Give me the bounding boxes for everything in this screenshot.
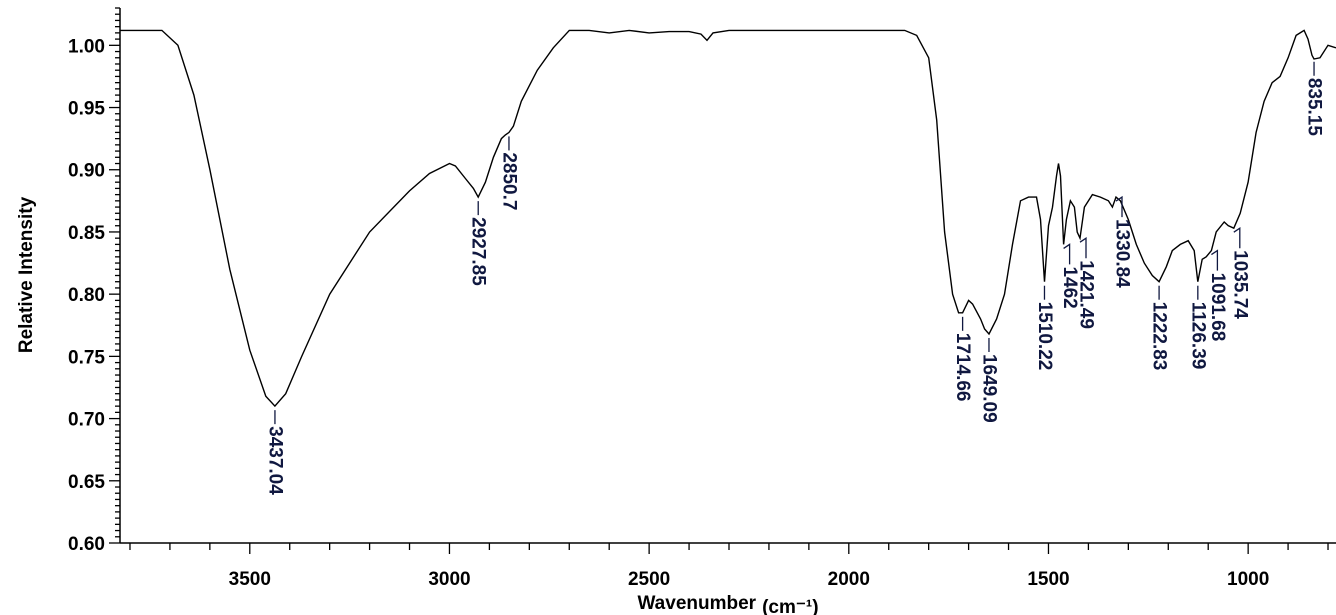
x-tick-label: 1500 xyxy=(1027,569,1069,590)
peak-label-group: 2850.7 xyxy=(498,136,519,210)
peak-label-group: 1222.83 xyxy=(1149,285,1170,371)
x-tick-label: 1000 xyxy=(1227,569,1269,590)
peak-label-group: 3437.04 xyxy=(264,410,285,495)
peak-labels: 3437.04 2927.85 2850.7 1714.66 1649.09 1510.2… xyxy=(264,61,1325,495)
peak-label-group: 1649.09 xyxy=(979,337,1000,423)
peak-label-group: 1330.84 xyxy=(1111,195,1132,288)
x-tick-label: 2500 xyxy=(628,569,670,590)
peak-label: 1126.39 xyxy=(1187,302,1208,370)
y-axis-ticks: 0.60 0.65 0.70 0.75 0.80 0.85 0.90 0.95 1.00 xyxy=(68,7,120,555)
y-tick-label: 0.90 xyxy=(68,161,105,182)
y-tick-label: 0.65 xyxy=(68,472,105,493)
peak-label: 2927.85 xyxy=(468,217,489,286)
peak-label-group: 835.15 xyxy=(1304,61,1325,137)
peak-label: 3437.04 xyxy=(264,426,285,495)
peak-leader xyxy=(1115,195,1123,218)
x-tick-label: 3500 xyxy=(229,569,271,590)
peak-label: 1714.66 xyxy=(952,333,973,402)
y-axis-title: Relative Intensity xyxy=(16,196,37,353)
peak-label-group: 1126.39 xyxy=(1187,285,1208,370)
peak-label-group: 1462 xyxy=(1059,243,1080,309)
peak-leader xyxy=(1079,236,1087,259)
peak-label-group: 1421.49 xyxy=(1076,236,1097,329)
peak-label-group: 1510.22 xyxy=(1034,285,1055,371)
spectrum-line xyxy=(120,29,1336,408)
x-axis-unit: (cm⁻¹) xyxy=(762,597,818,615)
peak-label-group: 1035.74 xyxy=(1229,226,1250,319)
peak-label: 835.15 xyxy=(1304,78,1325,137)
peak-label: 1222.83 xyxy=(1149,302,1170,371)
x-axis-ticks: 3500 3000 2500 2000 1500 1000 xyxy=(129,543,1329,590)
axes xyxy=(119,8,1336,544)
peak-label: 1649.09 xyxy=(979,354,1000,423)
peak-label-group: 1091.68 xyxy=(1207,249,1228,342)
x-axis-title-text: Wavenumber xyxy=(637,593,756,614)
y-tick-label: 0.60 xyxy=(68,534,105,555)
peak-label-group: 1714.66 xyxy=(952,316,973,402)
peak-label: 1091.68 xyxy=(1207,273,1228,342)
x-axis-title: Wavenumber (cm⁻¹) xyxy=(637,593,818,615)
peak-leader xyxy=(1233,226,1241,249)
peak-label: 2850.7 xyxy=(498,152,519,210)
peak-label: 1462 xyxy=(1059,266,1080,308)
peak-label: 1330.84 xyxy=(1111,219,1132,288)
x-tick-label: 2000 xyxy=(828,569,870,590)
y-tick-label: 0.95 xyxy=(68,99,105,120)
x-tick-label: 3000 xyxy=(428,569,470,590)
y-tick-label: 0.70 xyxy=(68,410,105,431)
peak-label-group: 2927.85 xyxy=(468,201,489,286)
y-tick-label: 1.00 xyxy=(68,36,105,57)
y-tick-label: 0.80 xyxy=(68,285,105,306)
peak-label: 1035.74 xyxy=(1229,250,1250,319)
peak-label: 1510.22 xyxy=(1034,302,1055,371)
y-tick-label: 0.85 xyxy=(68,223,105,244)
peak-label: 1421.49 xyxy=(1076,260,1097,329)
peak-leader xyxy=(1211,249,1219,271)
y-tick-label: 0.75 xyxy=(68,347,105,368)
peak-leader xyxy=(1063,243,1071,265)
